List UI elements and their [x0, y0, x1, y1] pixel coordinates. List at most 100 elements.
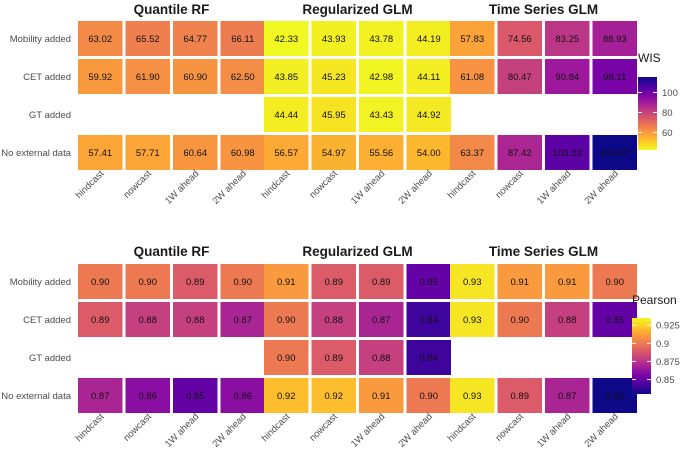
heatmap-cell	[592, 59, 637, 94]
cell-value: 44.11	[417, 72, 440, 83]
heatmap-cell	[264, 340, 309, 375]
cell-value: 43.93	[322, 34, 346, 45]
cell-value: 0.91	[277, 277, 296, 288]
column-label: nowcast	[121, 168, 154, 201]
heatmap-cell	[78, 59, 123, 94]
column-label: nowcast	[307, 168, 340, 201]
row-label: No external data	[1, 148, 71, 159]
cell-value: 45.95	[322, 110, 346, 121]
heatmap-cell	[545, 302, 590, 337]
heatmap-cell	[450, 59, 495, 94]
column-label: 1W ahead	[535, 411, 573, 449]
row-label: CET added	[23, 72, 71, 83]
column-label: nowcast	[121, 411, 154, 444]
panel-title: Time Series GLM	[489, 244, 598, 259]
column-label: hindcast	[446, 411, 479, 444]
cell-value: 45.23	[322, 72, 346, 83]
heatmap-cell	[311, 264, 356, 299]
heatmap-cell	[311, 59, 356, 94]
cell-value: 0.85	[606, 315, 625, 326]
heatmap-cell	[497, 302, 542, 337]
legend: Pearson 0.85 0.875 0.9 0.925	[632, 293, 680, 394]
heatmap-cell	[545, 21, 590, 56]
column-label: 2W ahead	[396, 168, 434, 206]
cell-value: 44.19	[417, 34, 441, 45]
heatmap-cell	[450, 135, 495, 170]
column-label: nowcast	[493, 411, 526, 444]
heatmap-cell	[406, 378, 451, 413]
cell-value: 0.84	[420, 353, 439, 364]
cell-value: 0.88	[372, 353, 391, 364]
heatmap-cell	[78, 302, 123, 337]
heatmap-cell	[545, 264, 590, 299]
cell-value: 61.90	[136, 72, 160, 83]
column-label: 1W ahead	[349, 411, 387, 449]
panel-title: Regularized GLM	[302, 2, 412, 17]
heatmap-cell	[78, 21, 123, 56]
legend-tick-label: 80	[662, 108, 673, 119]
cell-value: 0.87	[372, 315, 391, 326]
panel-0: Quantile RF 63.02 65.52 64.77 66.11 59.92 61.9…	[74, 2, 265, 207]
cell-value: 0.88	[139, 315, 158, 326]
cell-value: 0.86	[234, 391, 253, 402]
heatmap-cell	[311, 378, 356, 413]
heatmap-cell	[497, 135, 542, 170]
heatmap-cell	[125, 59, 170, 94]
heatmap-cell	[220, 264, 265, 299]
heatmap-cell	[545, 59, 590, 94]
panel-2: Time Series GLM 0.93 0.91 0.91 0.90 0.93 0.90 0…	[446, 244, 637, 450]
column-label: 1W ahead	[163, 411, 201, 449]
cell-value: 88.93	[603, 34, 627, 45]
heatmap-cell	[173, 302, 218, 337]
heatmap-cell	[450, 21, 495, 56]
cell-value: 0.91	[372, 391, 391, 402]
row-label: No external data	[1, 391, 71, 402]
row-label: GT added	[29, 353, 71, 364]
column-label: 2W ahead	[210, 411, 248, 449]
heatmap-cell	[173, 59, 218, 94]
heatmap-cell	[264, 302, 309, 337]
cell-value: 0.89	[91, 315, 110, 326]
heatmap-cell	[264, 135, 309, 170]
heatmap-cell	[450, 378, 495, 413]
heatmap-cell	[125, 302, 170, 337]
heatmap-cell	[264, 59, 309, 94]
cell-value: 0.88	[558, 315, 577, 326]
heatmap-cell	[125, 264, 170, 299]
cell-value: 0.90	[139, 277, 158, 288]
heatmap-cell	[592, 21, 637, 56]
heatmap-cell	[450, 264, 495, 299]
heatmap-cell	[450, 302, 495, 337]
column-label: 2W ahead	[582, 168, 620, 206]
cell-value: 0.90	[511, 315, 530, 326]
cell-value: 74.56	[508, 34, 532, 45]
cell-value: 0.85	[420, 277, 439, 288]
cell-value: 65.52	[136, 34, 160, 45]
panel-0: Quantile RF 0.90 0.90 0.89 0.90 0.89 0.88 0.88 0…	[74, 244, 265, 450]
heatmap-cell	[497, 264, 542, 299]
legend-colorbar	[632, 318, 651, 394]
cell-value: 42.33	[274, 34, 298, 45]
heatmap-cell	[592, 264, 637, 299]
cell-value: 98.11	[603, 72, 626, 83]
row-label: Mobility added	[10, 277, 71, 288]
heatmap-cell	[406, 21, 451, 56]
cell-value: 0.89	[325, 353, 344, 364]
cell-value: 43.85	[274, 72, 298, 83]
heatmap-cell	[406, 59, 451, 94]
cell-value: 44.44	[274, 110, 298, 121]
heatmap-cell	[359, 378, 404, 413]
heatmap-block-wis: Mobility added CET added GT added No extern…	[1, 2, 678, 207]
cell-value: 55.56	[369, 148, 393, 159]
cell-value: 0.87	[558, 391, 577, 402]
cell-value: 103.23	[553, 148, 582, 159]
cell-value: 0.93	[463, 391, 482, 402]
heatmap-cell	[359, 340, 404, 375]
heatmap-cell	[264, 378, 309, 413]
cell-value: 64.77	[183, 34, 207, 45]
legend-title: WIS	[638, 51, 661, 65]
cell-value: 66.11	[231, 34, 254, 45]
heatmap-cell	[125, 135, 170, 170]
cell-value: 90.84	[555, 72, 579, 83]
row-label: GT added	[29, 110, 71, 121]
